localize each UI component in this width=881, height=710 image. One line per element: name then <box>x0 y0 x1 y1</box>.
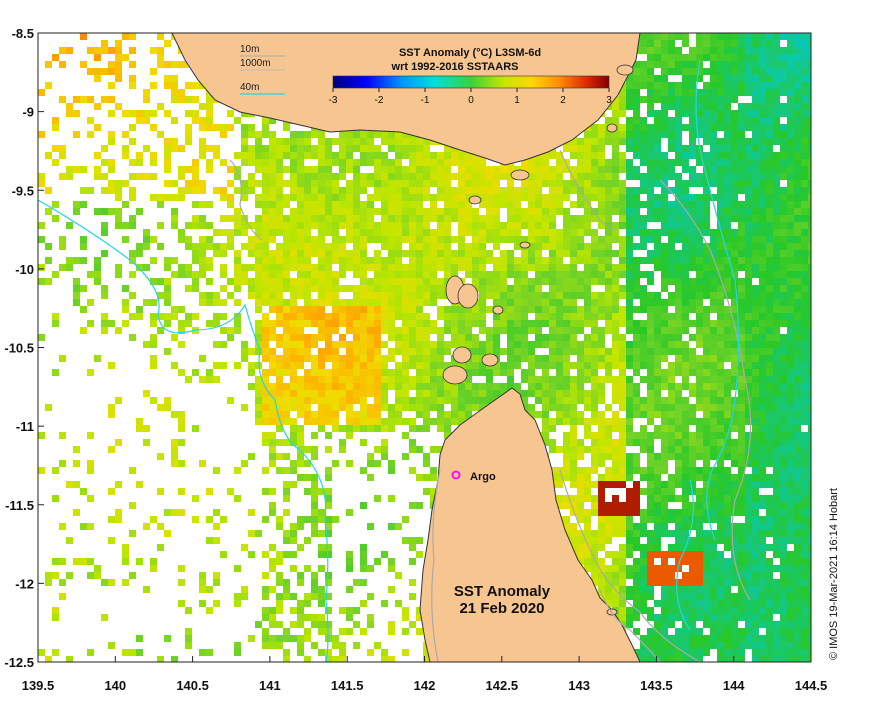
colorbar-tick-label: -3 <box>329 95 338 106</box>
x-tick-label: 141 <box>259 678 281 693</box>
colorbar-tick-label: 1 <box>514 95 520 106</box>
argo-float-marker[interactable] <box>451 470 461 480</box>
y-tick-label: -10 <box>15 262 34 277</box>
x-tick-label: 142.5 <box>486 678 519 693</box>
annotation-title: SST Anomaly <box>454 583 551 600</box>
x-tick-label: 141.5 <box>331 678 364 693</box>
colorbar-tick-label: -1 <box>421 95 430 106</box>
y-tick-label: -9.5 <box>12 183 34 198</box>
colorbar-gradient <box>332 75 610 89</box>
y-tick-label: -8.5 <box>12 26 34 41</box>
colorbar-tick-label: -2 <box>375 95 384 106</box>
bathymetry-contours <box>38 59 752 662</box>
colorbar-title-line2: wrt 1992-2016 SSTAARS <box>391 61 519 73</box>
torres-strait-islands <box>442 64 634 616</box>
colorbar-tick-label: 2 <box>560 95 566 106</box>
contour-legend-40m: 40m <box>240 82 259 93</box>
annotation-date: 21 Feb 2020 <box>459 600 544 617</box>
x-tick-label: 139.5 <box>22 678 55 693</box>
x-tick-label: 143.5 <box>640 678 673 693</box>
x-tick-label: 142 <box>414 678 436 693</box>
colorbar-tick-label: 0 <box>468 95 474 106</box>
y-tick-label: -12 <box>15 576 34 591</box>
credit-text: © IMOS 19-Mar-2021 16:14 Hobart <box>828 488 840 660</box>
x-tick-label: 144 <box>723 678 745 693</box>
x-tick-label: 143 <box>568 678 590 693</box>
colorbar-tick-label: 3 <box>606 95 612 106</box>
y-axis-ticks: -8.5 -9 -9.5 -10 -10.5 -11 -11.5 -12 -12.5 <box>4 26 44 670</box>
x-tick-label: 140.5 <box>176 678 209 693</box>
x-axis-ticks: 139.5 140 140.5 141 141.5 142 142.5 143 143.5 144… <box>22 656 828 693</box>
colorbar: SST Anomaly (°C) L3SM-6d wrt 1992-2016 S… <box>329 47 613 106</box>
argo-label: Argo <box>470 471 496 483</box>
y-tick-label: -11 <box>16 419 34 434</box>
y-tick-label: -11.5 <box>5 498 34 513</box>
landmass-new-guinea <box>171 33 641 166</box>
y-tick-label: -10.5 <box>4 341 34 356</box>
y-tick-label: -9 <box>22 105 34 120</box>
x-tick-label: 140 <box>104 678 126 693</box>
contour-legend: 10m 1000m 40m <box>240 44 285 95</box>
contour-legend-10m: 10m <box>240 44 259 55</box>
x-tick-label: 144.5 <box>795 678 828 693</box>
colorbar-title-line1: SST Anomaly (°C) L3SM-6d <box>399 47 541 59</box>
y-tick-label: -12.5 <box>4 655 34 670</box>
contour-legend-1000m: 1000m <box>240 58 271 69</box>
